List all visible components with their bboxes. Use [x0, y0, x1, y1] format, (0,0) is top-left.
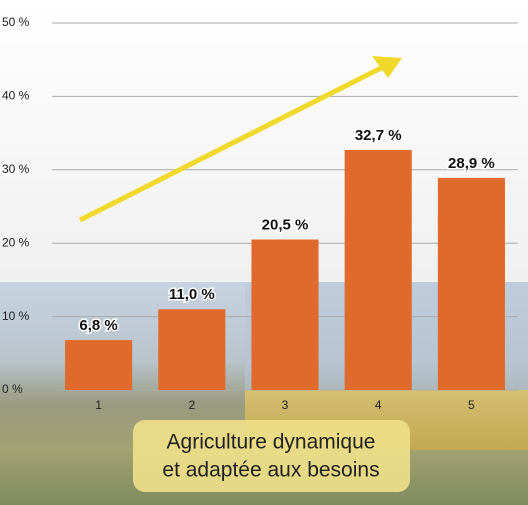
x-tick-label: 3 — [282, 398, 289, 412]
chart: 0 % 10 % 20 % 30 % 40 % 50 % 1 6,8 % 2 11,0 % 3 20,… — [0, 0, 528, 505]
x-tick-label: 1 — [95, 398, 102, 412]
x-tick-label: 2 — [188, 398, 195, 412]
annotation: et adaptée aux besoins — [162, 459, 379, 482]
y-tick-label: 30 % — [2, 162, 30, 176]
x-tick-label: 4 — [375, 398, 382, 412]
value-label: 11,0 % — [169, 286, 215, 303]
y-tick-label: 40 % — [2, 89, 30, 103]
bar — [438, 178, 505, 390]
bar — [158, 309, 225, 390]
y-tick-label: 20 % — [2, 235, 30, 249]
value-label: 32,7 % — [355, 127, 402, 144]
bar — [65, 340, 132, 390]
y-tick-label: 50 % — [2, 15, 30, 29]
bar — [345, 150, 412, 390]
annotation: Agriculture dynamique — [167, 431, 376, 454]
value-label: 28,9 % — [448, 155, 495, 172]
y-tick-label: 10 % — [2, 309, 30, 323]
x-tick-label: 5 — [468, 398, 475, 412]
bar — [251, 240, 318, 390]
y-tick-label: 0 % — [2, 382, 23, 396]
value-label: 20,5 % — [262, 216, 309, 233]
value-label: 6,8 % — [79, 317, 117, 334]
